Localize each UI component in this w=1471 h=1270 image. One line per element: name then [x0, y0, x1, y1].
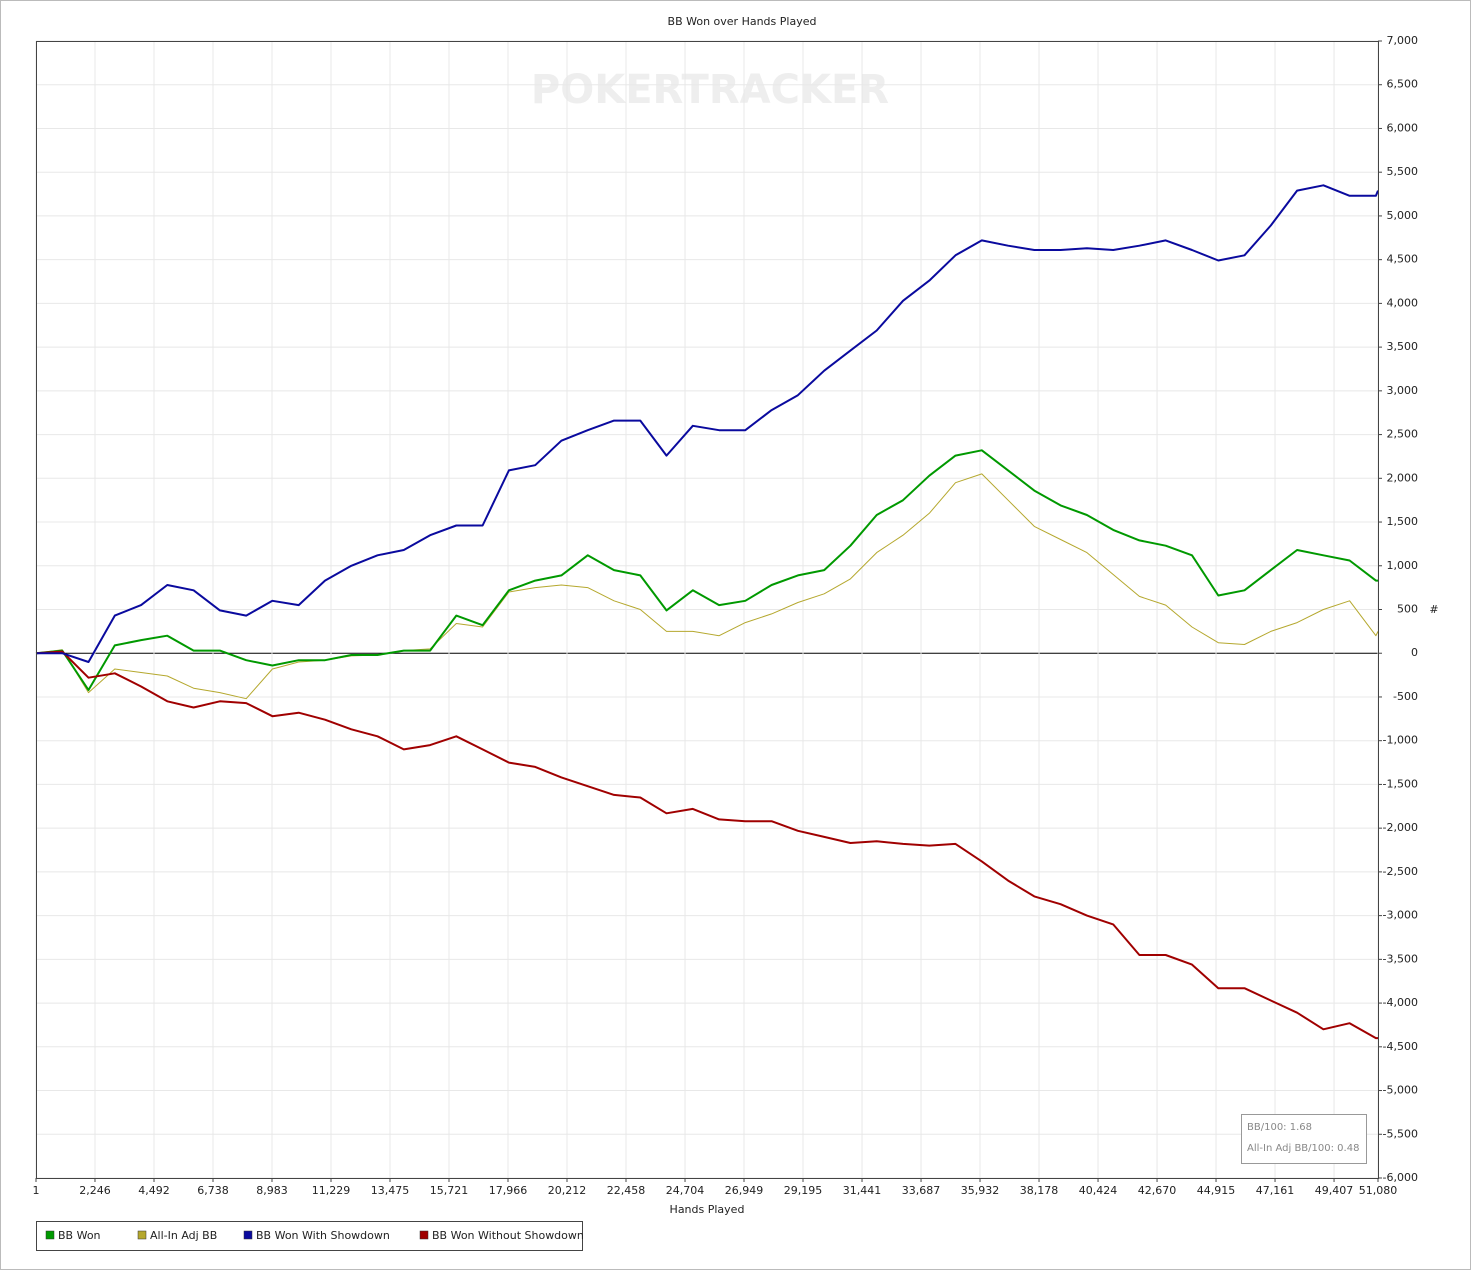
- x-tick-label: 13,475: [371, 1184, 410, 1197]
- y-tick-label: 5,500: [1387, 165, 1419, 178]
- x-tick-label: 40,424: [1079, 1184, 1118, 1197]
- legend-label: All-In Adj BB: [150, 1229, 217, 1242]
- stats-box: [1241, 1114, 1367, 1164]
- y-axis-label: #: [1429, 603, 1438, 616]
- y-tick-label: -5,500: [1383, 1127, 1418, 1140]
- legend-label: BB Won: [58, 1229, 101, 1242]
- y-tick-label: 3,500: [1387, 340, 1419, 353]
- y-tick-label: 7,000: [1387, 34, 1419, 47]
- x-tick-label: 8,983: [256, 1184, 288, 1197]
- series-line: [35, 473, 1379, 700]
- x-tick-label: 49,407: [1315, 1184, 1354, 1197]
- x-tick-label: 35,932: [961, 1184, 1000, 1197]
- x-tick-label: 38,178: [1020, 1184, 1059, 1197]
- x-tick-label: 33,687: [902, 1184, 941, 1197]
- y-tick-label: -2,000: [1383, 821, 1418, 834]
- y-tick-label: 3,000: [1387, 384, 1419, 397]
- legend-swatch: [45, 1230, 55, 1240]
- legend-swatch: [137, 1230, 147, 1240]
- x-tick-label: 11,229: [312, 1184, 351, 1197]
- x-tick-label: 2,246: [79, 1184, 111, 1197]
- legend-box: [36, 1221, 583, 1251]
- y-tick-label: -3,500: [1383, 952, 1418, 965]
- x-axis-label: Hands Played: [670, 1203, 745, 1216]
- lines: [35, 184, 1379, 1040]
- legend-label: BB Won With Showdown: [256, 1229, 390, 1242]
- x-tick-label: 51,080: [1359, 1184, 1398, 1197]
- legend-label: BB Won Without Showdown: [432, 1229, 584, 1242]
- legend: BB Won All-In Adj BB BB Won With Showdown B…: [36, 1221, 584, 1251]
- x-tick-label: 6,738: [197, 1184, 229, 1197]
- stat: BB/100: 1.68: [1247, 1122, 1312, 1133]
- x-tick-label: 20,212: [548, 1184, 587, 1197]
- x-tick-label: 15,721: [430, 1184, 469, 1197]
- y-tick-label: 0: [1411, 646, 1418, 659]
- legend-swatch: [243, 1230, 253, 1240]
- y-tick-label: -2,500: [1383, 865, 1418, 878]
- chart-title: BB Won over Hands Played: [668, 15, 817, 28]
- series-line: [35, 449, 1378, 691]
- x-tick-label: 1: [33, 1184, 40, 1197]
- x-tick-label: 47,161: [1256, 1184, 1295, 1197]
- grid: [35, 40, 1382, 1182]
- y-tick-label: 1,000: [1387, 559, 1419, 572]
- y-tick-label: -6,000: [1383, 1171, 1418, 1184]
- y-tick-label: 4,000: [1387, 296, 1419, 309]
- y-tick-label: 5,000: [1387, 209, 1419, 222]
- y-tick-label: -4,500: [1383, 1040, 1418, 1053]
- y-tick-label: 4,500: [1387, 253, 1419, 266]
- stat: All-In Adj BB/100: 0.48: [1247, 1143, 1359, 1154]
- y-tick-label: -5,000: [1383, 1084, 1418, 1097]
- y-tick-label: -500: [1393, 690, 1418, 703]
- x-tick-label: 44,915: [1197, 1184, 1236, 1197]
- y-tick-label: 500: [1397, 603, 1418, 616]
- series-line: [35, 650, 1378, 1040]
- series-line: [36, 184, 1379, 663]
- y-tick-label: -4,000: [1383, 996, 1418, 1009]
- y-tick-label: 6,500: [1387, 78, 1419, 91]
- y-tick-label: 2,500: [1387, 428, 1419, 441]
- x-tick-label: 17,966: [489, 1184, 528, 1197]
- legend-swatch: [419, 1230, 429, 1240]
- y-tick-label: 2,000: [1387, 471, 1419, 484]
- x-tick-label: 4,492: [138, 1184, 170, 1197]
- x-tick-label: 31,441: [843, 1184, 882, 1197]
- x-tick-label: 26,949: [725, 1184, 764, 1197]
- x-tick-label: 42,670: [1138, 1184, 1177, 1197]
- y-tick-label: 1,500: [1387, 515, 1419, 528]
- x-tick-label: 22,458: [607, 1184, 646, 1197]
- y-tick-label: -1,000: [1383, 734, 1418, 747]
- plot-border: [36, 41, 1379, 1179]
- x-tick-label: 24,704: [666, 1184, 705, 1197]
- y-tick-label: 6,000: [1387, 121, 1419, 134]
- x-tick-label: 29,195: [784, 1184, 823, 1197]
- y-tick-label: -3,000: [1383, 909, 1418, 922]
- watermark: POKERTRACKER: [531, 67, 889, 113]
- y-tick-label: -1,500: [1383, 777, 1418, 790]
